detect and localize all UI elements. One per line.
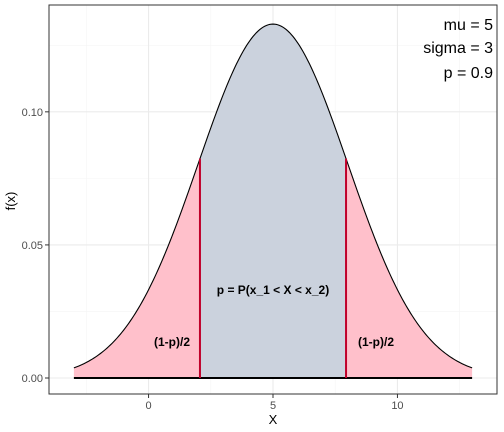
param-sigma: sigma = 3: [423, 40, 493, 57]
center-label: p = P(x_1 < X < x_2): [217, 283, 329, 297]
x-axis: 0 5 10: [145, 394, 404, 412]
y-tick-label: 0.10: [22, 107, 43, 119]
y-tick-label: 0.05: [22, 240, 43, 252]
center-area: [199, 24, 347, 379]
y-tick-label: 0.00: [22, 373, 43, 385]
param-mu: mu = 5: [444, 17, 493, 34]
x-tick-label: 5: [270, 400, 276, 412]
density-curve: [73, 23, 473, 369]
y-axis: 0.00 0.05 0.10: [22, 107, 49, 385]
x-axis-title: X: [269, 412, 278, 427]
x-tick-label: 10: [391, 400, 403, 412]
left-tail-area: [73, 158, 200, 378]
left-tail-label: (1-p)/2: [154, 335, 190, 349]
right-tail-area: [346, 158, 473, 378]
param-p: p = 0.9: [444, 65, 493, 82]
right-tail-label: (1-p)/2: [358, 335, 394, 349]
x-tick-label: 0: [145, 400, 151, 412]
y-axis-title: f(x): [3, 192, 18, 211]
